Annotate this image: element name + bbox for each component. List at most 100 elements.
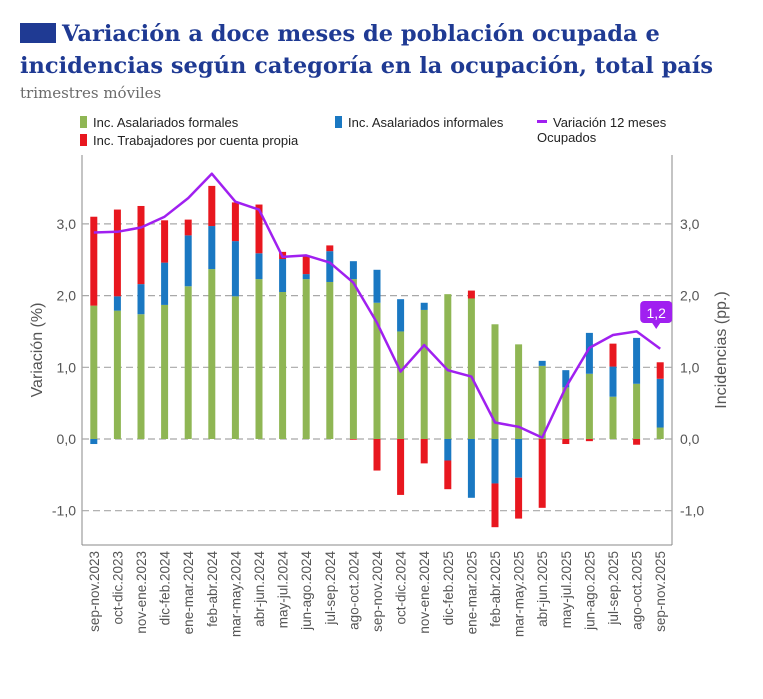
bar-informales xyxy=(208,226,216,270)
bar-informales xyxy=(538,360,546,366)
x-tick-label: sep-nov.2025 xyxy=(653,551,668,632)
x-tick-label: jun-ago.2025 xyxy=(582,551,597,631)
bar-cuenta-propia xyxy=(538,439,546,508)
chart-title-text: Variación a doce meses de población ocup… xyxy=(20,21,714,79)
bar-informales xyxy=(491,439,499,484)
bar-cuenta-propia xyxy=(113,209,121,297)
bar-informales xyxy=(562,370,570,388)
bar-formales xyxy=(137,314,145,439)
bar-formales xyxy=(90,305,98,439)
chart-subtitle: trimestres móviles xyxy=(20,84,162,102)
x-tick-label: dic-feb.2025 xyxy=(441,551,456,625)
bar-formales xyxy=(420,309,428,439)
bar-cuenta-propia xyxy=(609,343,617,367)
bar-formales xyxy=(397,331,405,439)
bar-cuenta-propia xyxy=(326,245,334,252)
x-tick-label: ago-oct.2024 xyxy=(346,551,361,630)
bar-formales xyxy=(184,286,192,439)
title-marker xyxy=(20,23,56,43)
legend-label-variacion: Variación 12 meses Ocupados xyxy=(537,115,667,145)
y-tick-label-right: 1,0 xyxy=(680,359,700,375)
legend-label-formales: Inc. Asalariados formales xyxy=(93,115,239,130)
y-tick-label-left: 1,0 xyxy=(57,359,77,375)
bar-formales xyxy=(326,281,334,439)
x-tick-label: nov-ene.2024 xyxy=(417,551,432,634)
bar-informales xyxy=(373,269,381,303)
bar-informales xyxy=(397,299,405,332)
x-tick-label: mar-may.2024 xyxy=(228,551,243,638)
y-tick-label-right: 3,0 xyxy=(680,216,700,232)
bar-formales xyxy=(585,373,593,439)
x-tick-label: may-jul.2025 xyxy=(559,551,574,628)
bar-cuenta-propia xyxy=(444,460,452,490)
bar-informales xyxy=(161,262,169,305)
legend-swatch-informales xyxy=(335,116,342,128)
x-tick-label: ago-oct.2025 xyxy=(630,551,645,630)
bar-cuenta-propia xyxy=(585,439,593,442)
bar-informales xyxy=(444,439,452,461)
legend-swatch-cuenta-propia xyxy=(80,134,87,146)
bar-cuenta-propia xyxy=(397,439,405,495)
x-tick-label: dic-feb.2024 xyxy=(158,551,173,626)
bar-formales xyxy=(444,294,452,439)
bar-cuenta-propia xyxy=(208,185,216,227)
x-tick-label: sep-nov.2024 xyxy=(370,551,385,632)
bar-formales xyxy=(255,279,263,439)
bar-formales xyxy=(208,269,216,439)
x-tick-label: feb-abr.2024 xyxy=(205,551,220,627)
bar-formales xyxy=(349,279,357,439)
bar-formales xyxy=(538,365,546,439)
chart-title-block: Variación a doce meses de población ocup… xyxy=(20,18,755,82)
legend-swatch-formales xyxy=(80,116,87,128)
x-tick-label: sep-nov.2023 xyxy=(87,551,102,632)
legend-item-formales: Inc. Asalariados formales xyxy=(80,115,238,130)
x-tick-label: jul-sep.2025 xyxy=(606,551,621,626)
x-tick-label: abr-jun.2025 xyxy=(535,551,550,627)
y-axis-title-left: Variación (%) xyxy=(29,303,46,398)
bar-informales xyxy=(585,332,593,374)
bar-cuenta-propia xyxy=(420,439,428,464)
legend-label-cuenta-propia: Inc. Trabajadores por cuenta propia xyxy=(93,133,299,148)
x-tick-label: feb-abr.2025 xyxy=(488,551,503,627)
bar-formales xyxy=(515,344,523,439)
bar-informales xyxy=(279,259,287,293)
bar-informales xyxy=(609,366,617,397)
x-tick-label: may-jul.2024 xyxy=(276,551,291,629)
x-tick-label: oct-dic.2024 xyxy=(394,551,409,625)
bar-cuenta-propia xyxy=(90,216,98,306)
y-tick-label-right: 0,0 xyxy=(680,431,700,447)
bar-cuenta-propia xyxy=(562,439,570,445)
bar-cuenta-propia xyxy=(515,477,523,519)
legend-item-variacion: Variación 12 meses Ocupados xyxy=(537,115,687,145)
bar-informales xyxy=(515,439,523,478)
bar-informales xyxy=(656,378,664,428)
x-tick-label: ene-mar.2024 xyxy=(181,551,196,635)
y-tick-label-left: 0,0 xyxy=(57,431,77,447)
annotation-label: 1,2 xyxy=(646,305,666,321)
bar-cuenta-propia xyxy=(137,205,145,285)
x-tick-label: jun-ago.2024 xyxy=(299,551,314,631)
bar-cuenta-propia xyxy=(349,439,357,440)
y-tick-label-right: 2,0 xyxy=(680,288,700,304)
y-axis-title-right: Incidencias (pp.) xyxy=(713,291,730,408)
line-variacion-ocupados xyxy=(93,172,661,439)
bar-formales xyxy=(161,304,169,439)
x-tick-label: mar-may.2025 xyxy=(512,551,527,637)
x-tick-label: jul-sep.2024 xyxy=(323,551,338,626)
annotation-box xyxy=(640,301,673,323)
bar-cuenta-propia xyxy=(231,202,239,242)
bar-informales xyxy=(302,274,310,280)
bar-informales xyxy=(184,235,192,287)
bar-formales xyxy=(231,296,239,439)
bar-cuenta-propia xyxy=(255,204,263,254)
bar-cuenta-propia xyxy=(161,220,169,263)
bar-informales xyxy=(349,261,357,280)
legend-swatch-variacion xyxy=(537,120,547,123)
bar-formales xyxy=(491,324,499,439)
bar-informales xyxy=(90,439,98,445)
x-tick-label: ene-mar.2025 xyxy=(464,551,479,634)
bar-formales xyxy=(113,310,121,439)
bar-informales xyxy=(420,302,428,310)
bar-informales xyxy=(255,253,263,280)
